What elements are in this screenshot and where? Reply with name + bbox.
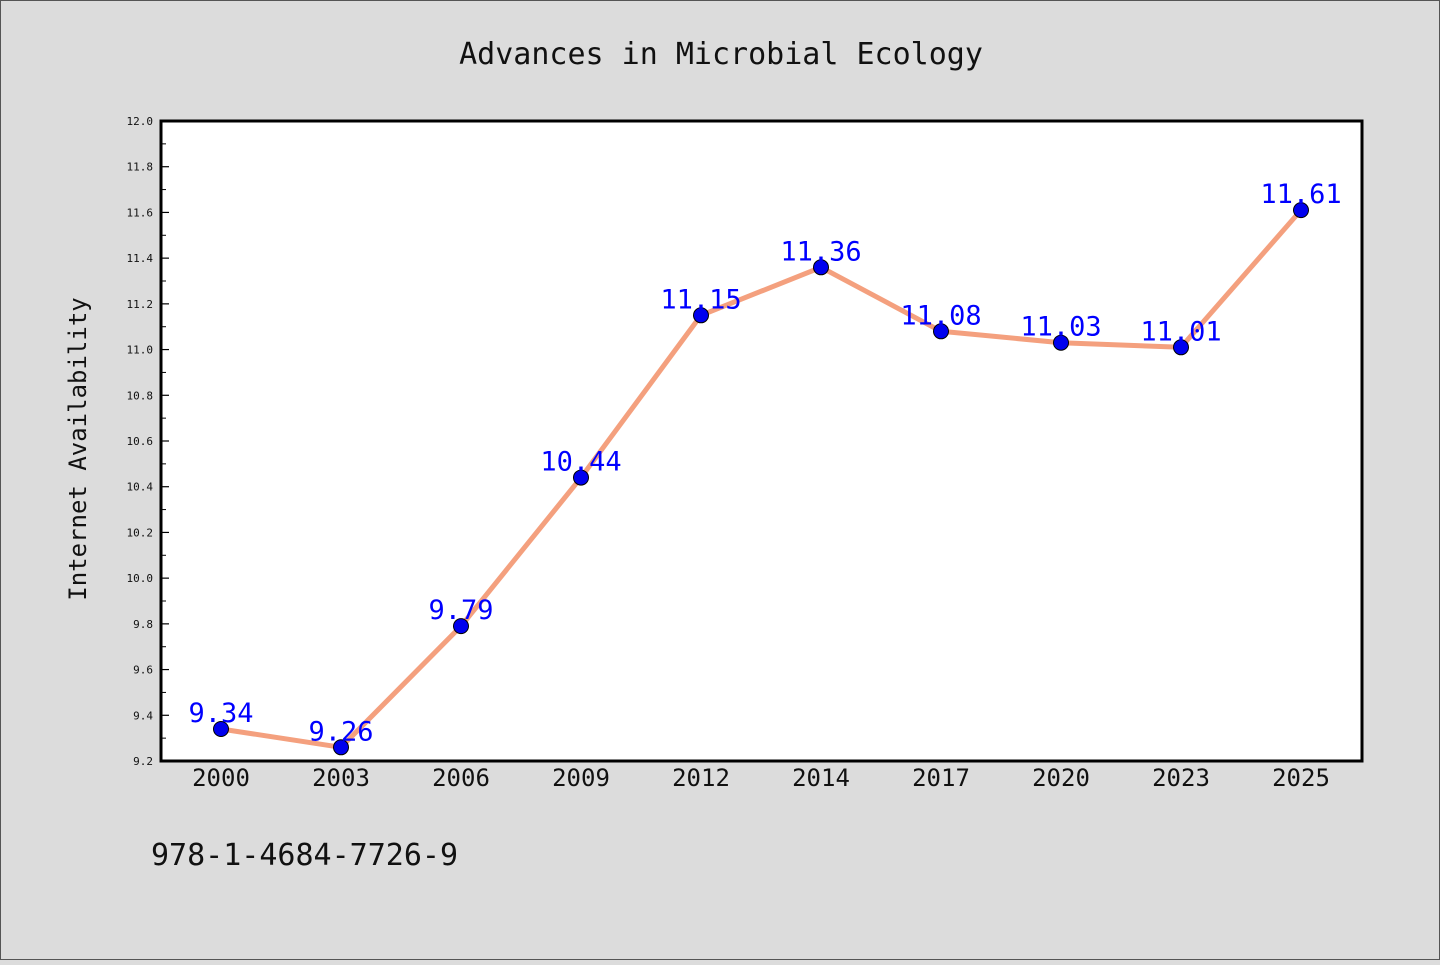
- data-label: 11.61: [1260, 179, 1341, 210]
- y-tick-label: 9.6: [133, 664, 153, 677]
- x-tick-label: 2020: [1032, 764, 1090, 792]
- y-axis: 9.2 9.4 9.6 9.8 10.0 10.2 10.4 10.6 10.8 11.0 11.2…: [127, 115, 169, 768]
- y-tick-label: 11.6: [127, 206, 154, 219]
- y-tick-label: 12.0: [127, 115, 154, 128]
- data-label: 9.34: [188, 698, 253, 729]
- y-tick-label: 10.8: [127, 389, 154, 402]
- y-tick-label: 11.2: [127, 298, 154, 311]
- data-label: 11.08: [900, 300, 981, 331]
- y-tick-label: 9.2: [133, 755, 153, 768]
- series-line: [218, 207, 1304, 750]
- y-tick-label: 10.4: [127, 481, 154, 494]
- y-tick-label: 11.8: [127, 161, 154, 174]
- x-tick-label: 2014: [792, 764, 850, 792]
- x-axis: 2000 2003 2006 2009 2012 2014 2017 2020 2023 2025: [192, 764, 1330, 792]
- data-point: [213, 721, 229, 737]
- x-tick-label: 2017: [912, 764, 970, 792]
- y-tick-label: 11.0: [127, 344, 154, 357]
- data-label: 11.03: [1020, 312, 1101, 343]
- y-tick-label: 10.0: [127, 572, 154, 585]
- data-point: [1053, 334, 1069, 351]
- data-point: [1293, 202, 1309, 219]
- x-tick-label: 2003: [312, 764, 370, 792]
- series-layer: [213, 202, 1309, 756]
- x-tick-label: 2025: [1272, 764, 1330, 792]
- data-point: [933, 323, 949, 340]
- data-point: [813, 259, 829, 276]
- y-tick-label: 11.4: [127, 252, 154, 265]
- y-tick-label: 10.2: [127, 526, 154, 539]
- data-point: [693, 307, 709, 324]
- data-label: 10.44: [540, 447, 621, 478]
- x-tick-label: 2000: [192, 764, 250, 792]
- y-axis-label: Internet Availability: [64, 297, 92, 600]
- data-label-layer: 9.34 9.26 9.79 10.44 11.15 11.36 11.08 11.03 11.…: [188, 179, 1341, 747]
- data-point: [573, 469, 589, 486]
- x-tick-label: 2009: [552, 764, 610, 792]
- data-point: [453, 618, 469, 635]
- y-tick-label: 9.4: [133, 709, 153, 722]
- isbn-footnote: 978-1-4684-7726-9: [151, 838, 458, 873]
- x-tick-label: 2012: [672, 764, 730, 792]
- data-label: 11.36: [780, 236, 861, 267]
- data-label: 11.01: [1140, 316, 1221, 347]
- y-tick-label: 10.6: [127, 435, 154, 448]
- plot-area: [159, 119, 1364, 763]
- data-point: [333, 739, 349, 756]
- x-tick-label: 2023: [1152, 764, 1210, 792]
- data-label: 9.26: [308, 716, 373, 747]
- x-tick-label: 2006: [432, 764, 490, 792]
- y-tick-label: 9.8: [133, 618, 153, 631]
- data-label: 11.15: [660, 284, 741, 315]
- chart-title: Advances in Microbial Ecology: [459, 37, 983, 72]
- data-label: 9.79: [428, 595, 493, 626]
- data-point: [1173, 339, 1189, 356]
